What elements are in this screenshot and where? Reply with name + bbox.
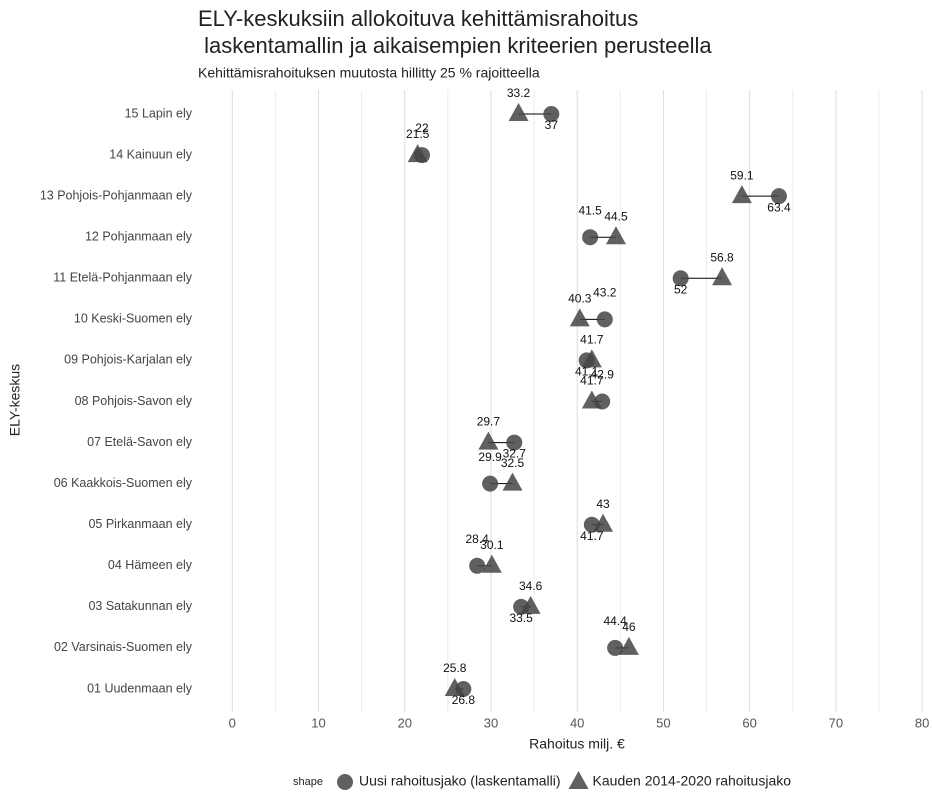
data-label: 29.7 xyxy=(477,415,501,429)
data-label: 33.5 xyxy=(509,611,533,625)
y-tick-label: 01 Uudenmaan ely xyxy=(87,681,193,695)
y-tick-label: 10 Keski-Suomen ely xyxy=(74,312,193,326)
triangle-marker xyxy=(569,308,590,327)
data-label: 46 xyxy=(622,620,636,634)
data-label: 30.1 xyxy=(480,538,504,552)
y-tick-label: 15 Lapin ely xyxy=(125,106,193,120)
y-tick-label: 07 Etelä-Savon ely xyxy=(87,435,193,449)
circle-marker xyxy=(469,557,486,574)
y-tick-label: 03 Satakunnan ely xyxy=(88,599,192,613)
triangle-marker xyxy=(478,431,499,450)
triangle-marker xyxy=(593,513,614,532)
data-label: 32.7 xyxy=(503,447,527,461)
x-tick-label: 20 xyxy=(398,715,412,730)
circle-marker xyxy=(582,229,599,246)
triangle-marker xyxy=(618,636,639,655)
data-label: 41.7 xyxy=(580,374,604,388)
y-tick-label: 14 Kainuun ely xyxy=(109,147,192,161)
data-label: 52 xyxy=(674,282,688,296)
circle-marker xyxy=(482,475,499,492)
x-tick-label: 10 xyxy=(311,715,325,730)
data-label: 59.1 xyxy=(730,168,754,182)
data-label: 44.4 xyxy=(603,614,627,628)
circle-marker xyxy=(506,434,523,451)
y-tick-label: 04 Hämeen ely xyxy=(108,558,193,572)
triangle-marker xyxy=(605,226,626,245)
circle-marker xyxy=(337,774,353,790)
data-label: 42.9 xyxy=(591,368,615,382)
x-tick-label: 30 xyxy=(484,715,498,730)
data-label: 22 xyxy=(415,121,429,135)
data-label: 63.4 xyxy=(767,200,791,214)
triangle-marker xyxy=(508,103,529,121)
data-label: 29.9 xyxy=(478,450,502,464)
data-label: 41.7 xyxy=(580,333,604,347)
triangle-marker xyxy=(731,185,752,204)
data-label: 43 xyxy=(596,497,610,511)
data-label: 28.4 xyxy=(465,532,489,546)
y-tick-label: 13 Pohjois-Pohjanmaan ely xyxy=(40,188,193,202)
circle-marker xyxy=(770,188,787,205)
data-label: 43.2 xyxy=(593,286,617,300)
y-tick-label: 09 Pohjois-Karjalan ely xyxy=(64,353,193,367)
x-tick-label: 40 xyxy=(570,715,584,730)
circle-marker xyxy=(607,639,624,656)
y-axis-label: ELY-keskus xyxy=(7,364,23,436)
data-label: 21.5 xyxy=(406,127,430,141)
y-tick-label: 11 Etelä-Pohjanmaan ely xyxy=(53,271,192,285)
data-label: 34.6 xyxy=(519,579,543,593)
y-tick-label: 02 Varsinais-Suomen ely xyxy=(54,640,193,654)
data-label: 33.2 xyxy=(507,86,531,100)
legend-title: shape xyxy=(293,776,323,788)
triangle-marker xyxy=(444,678,465,696)
data-label: 40.3 xyxy=(568,292,592,306)
x-tick-label: 0 xyxy=(229,715,236,730)
circle-marker xyxy=(596,311,613,328)
triangle-marker xyxy=(568,771,589,789)
y-tick-label: 12 Pohjanmaan ely xyxy=(85,230,193,244)
chart-subtitle: Kehittämisrahoituksen muutosta hillitty … xyxy=(198,65,540,81)
y-tick-label: 06 Kaakkois-Suomen ely xyxy=(54,476,193,490)
circle-marker xyxy=(672,270,689,287)
y-tick-label: 08 Pohjois-Savon ely xyxy=(75,394,193,408)
x-tick-label: 50 xyxy=(656,715,670,730)
data-label: 56.8 xyxy=(710,250,734,264)
triangle-marker xyxy=(520,595,541,614)
x-tick-label: 70 xyxy=(829,715,843,730)
legend-label: Uusi rahoitusjako (laskentamalli) xyxy=(359,773,561,789)
x-tick-label: 80 xyxy=(915,715,929,730)
y-tick-label: 05 Pirkanmaan ely xyxy=(88,517,192,531)
data-label: 25.8 xyxy=(443,661,467,675)
data-label: 44.5 xyxy=(604,209,628,223)
data-label: 32.5 xyxy=(501,456,525,470)
triangle-marker xyxy=(502,472,523,491)
circle-marker xyxy=(543,106,560,122)
legend-label: Kauden 2014-2020 rahoitusjako xyxy=(593,773,792,789)
chart-title: laskentamallin ja aikaisempien kriteerie… xyxy=(198,33,712,58)
chart-title: ELY-keskuksiin allokoituva kehittämisrah… xyxy=(198,6,638,31)
x-axis-label: Rahoitus milj. € xyxy=(529,736,625,752)
triangle-marker xyxy=(407,144,428,163)
triangle-marker xyxy=(581,349,602,368)
data-label: 26.8 xyxy=(452,693,476,707)
x-tick-label: 60 xyxy=(742,715,756,730)
triangle-marker xyxy=(581,390,602,409)
triangle-marker xyxy=(481,554,502,573)
data-label: 41.1 xyxy=(575,365,599,379)
data-label: 37 xyxy=(545,118,559,132)
data-label: 41.5 xyxy=(578,203,602,217)
data-label: 41.7 xyxy=(580,529,604,543)
triangle-marker xyxy=(712,267,733,286)
